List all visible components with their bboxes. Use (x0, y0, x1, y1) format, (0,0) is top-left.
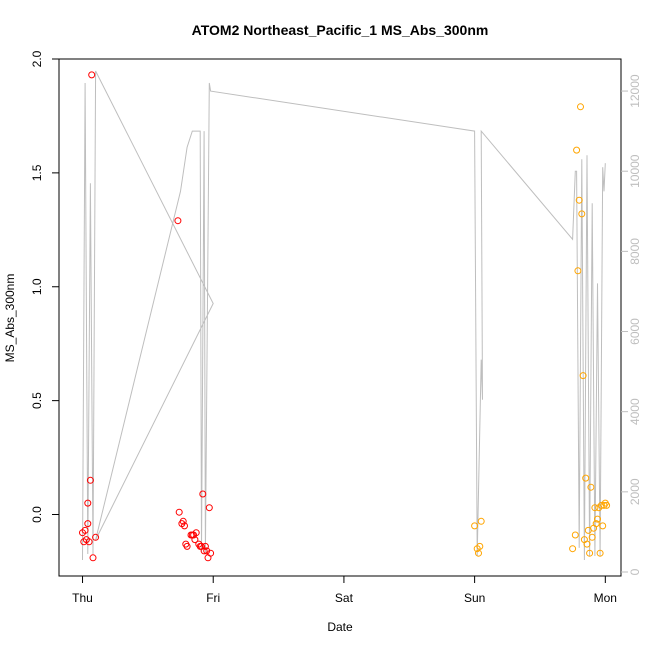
data-point (594, 515, 601, 523)
data-point (199, 490, 207, 498)
data-point (574, 267, 582, 275)
data-point (191, 536, 199, 544)
data-point (577, 103, 584, 111)
y-axis-right: 0 2000 4000 6000 8000 10000 12000 (621, 74, 642, 575)
data-point (583, 540, 591, 548)
data-point (92, 533, 100, 541)
line-series-path (82, 70, 606, 561)
data-point (471, 522, 479, 530)
data-point (603, 501, 611, 509)
y2-tick-label: 6000 (628, 318, 642, 345)
data-point (85, 538, 93, 546)
y2-tick-label: 12000 (628, 74, 642, 108)
y-axis-label: MS_Abs_300nm (3, 274, 17, 363)
data-point (179, 517, 187, 525)
gray-line-series (82, 70, 606, 561)
y-tick-label: 1.0 (30, 278, 44, 295)
data-point (86, 476, 94, 484)
data-point (599, 522, 607, 530)
y2-tick-label: 8000 (628, 238, 642, 265)
x-tick-label: Fri (206, 591, 220, 605)
data-point (201, 542, 209, 550)
data-point (203, 547, 211, 555)
data-point (81, 526, 89, 534)
data-point (575, 196, 583, 204)
chart-title: ATOM2 Northeast_Pacific_1 MS_Abs_300nm (192, 22, 489, 38)
data-point (587, 483, 595, 491)
data-point (192, 529, 200, 537)
data-point (476, 542, 484, 550)
data-point (578, 210, 586, 218)
data-point (571, 531, 579, 539)
y-tick-label: 1.5 (30, 164, 44, 181)
data-point (207, 549, 215, 557)
data-point (181, 522, 188, 530)
y-axis-left: 0.0 0.5 1.0 1.5 2.0 (30, 50, 59, 523)
scatter-points (79, 71, 611, 562)
data-point (205, 504, 213, 512)
data-point (573, 146, 581, 154)
x-tick-label: Mon (594, 591, 617, 605)
data-point (586, 549, 594, 557)
y2-tick-label: 2000 (628, 478, 642, 505)
y2-tick-label: 10000 (628, 154, 642, 188)
data-point (88, 71, 96, 79)
plot-frame (58, 58, 622, 577)
data-point (475, 549, 482, 557)
x-axis-label: Date (327, 620, 353, 634)
data-point (200, 547, 208, 555)
data-point (597, 501, 605, 509)
x-tick-label: Sun (464, 591, 485, 605)
y-tick-label: 2.0 (30, 50, 44, 67)
data-point (84, 520, 92, 528)
data-point (89, 554, 97, 562)
data-point (174, 217, 182, 225)
data-point (592, 520, 600, 528)
data-point (183, 542, 191, 550)
x-tick-label: Thu (72, 591, 93, 605)
data-point (591, 504, 599, 512)
data-point (596, 549, 604, 557)
data-point (579, 372, 587, 380)
x-axis: Thu Fri Sat Sun Mon (72, 576, 617, 605)
y2-tick-label: 4000 (628, 398, 642, 425)
data-point (582, 474, 590, 482)
data-point (588, 533, 596, 541)
data-point (84, 499, 92, 507)
y2-tick-label: 0 (628, 568, 642, 575)
data-point (175, 508, 183, 516)
data-point (569, 545, 577, 553)
x-tick-label: Sat (335, 591, 354, 605)
data-point (477, 517, 485, 525)
y-tick-label: 0.5 (30, 392, 44, 409)
y-tick-label: 0.0 (30, 506, 44, 523)
